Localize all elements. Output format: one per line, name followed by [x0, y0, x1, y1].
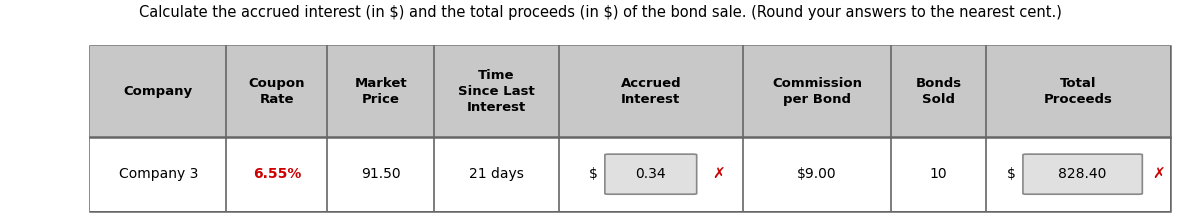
Text: Coupon
Rate: Coupon Rate — [248, 77, 305, 106]
Text: Bonds
Sold: Bonds Sold — [916, 77, 961, 106]
Text: ✗: ✗ — [713, 167, 725, 182]
Text: Accrued
Interest: Accrued Interest — [620, 77, 682, 106]
Text: 6.55%: 6.55% — [253, 167, 301, 181]
FancyBboxPatch shape — [1022, 154, 1142, 194]
Text: Market
Price: Market Price — [354, 77, 407, 106]
Text: ✗: ✗ — [1152, 167, 1165, 182]
Text: $9.00: $9.00 — [797, 167, 836, 181]
FancyBboxPatch shape — [605, 154, 697, 194]
Text: 21 days: 21 days — [469, 167, 524, 181]
Text: $: $ — [589, 167, 598, 181]
Text: Commission
per Bond: Commission per Bond — [772, 77, 862, 106]
Text: Company 3: Company 3 — [119, 167, 198, 181]
Text: Time
Since Last
Interest: Time Since Last Interest — [458, 69, 535, 114]
Text: 91.50: 91.50 — [361, 167, 401, 181]
Text: $: $ — [1007, 167, 1016, 181]
Text: 10: 10 — [930, 167, 947, 181]
Text: Calculate the accrued interest (in \$) and the total proceeds (in \$) of the bon: Calculate the accrued interest (in \$) a… — [138, 5, 1062, 20]
Text: Company: Company — [124, 85, 193, 98]
Text: 0.34: 0.34 — [636, 167, 666, 181]
Text: 828.40: 828.40 — [1058, 167, 1106, 181]
Text: Total
Proceeds: Total Proceeds — [1044, 77, 1112, 106]
